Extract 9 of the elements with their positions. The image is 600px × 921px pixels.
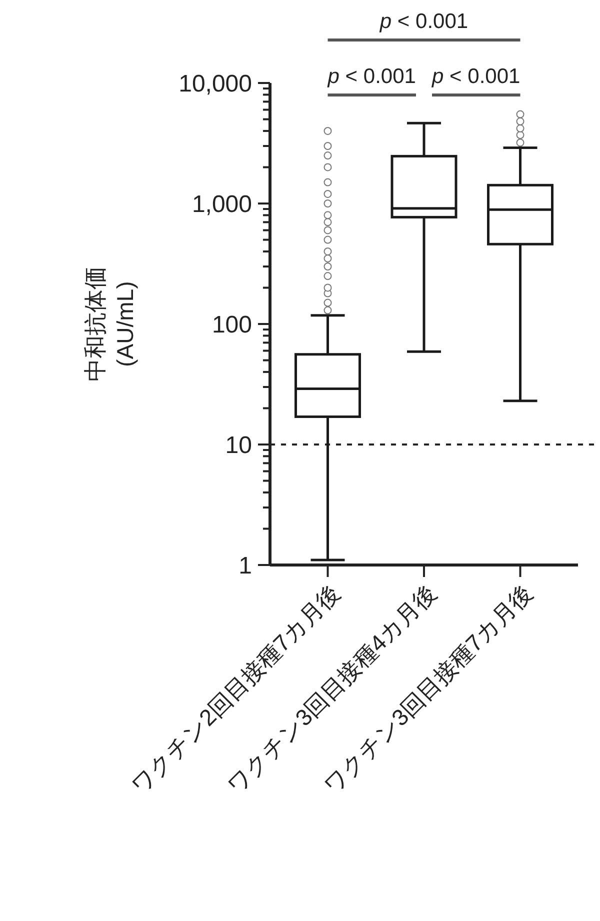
y-axis-title: 中和抗体価 (AU/mL) — [82, 266, 138, 382]
y-tick-label: 10,000 — [178, 70, 252, 98]
annotation: p < 0.001 — [326, 65, 416, 88]
y-tick-label: 100 — [212, 311, 252, 338]
text: p < 0.001 — [378, 10, 468, 33]
annotation: p < 0.001 — [431, 65, 520, 88]
y-tick-label: 1,000 — [192, 190, 252, 218]
y-tick-label: 1 — [238, 552, 252, 580]
y-tick-label: 10 — [225, 432, 252, 459]
